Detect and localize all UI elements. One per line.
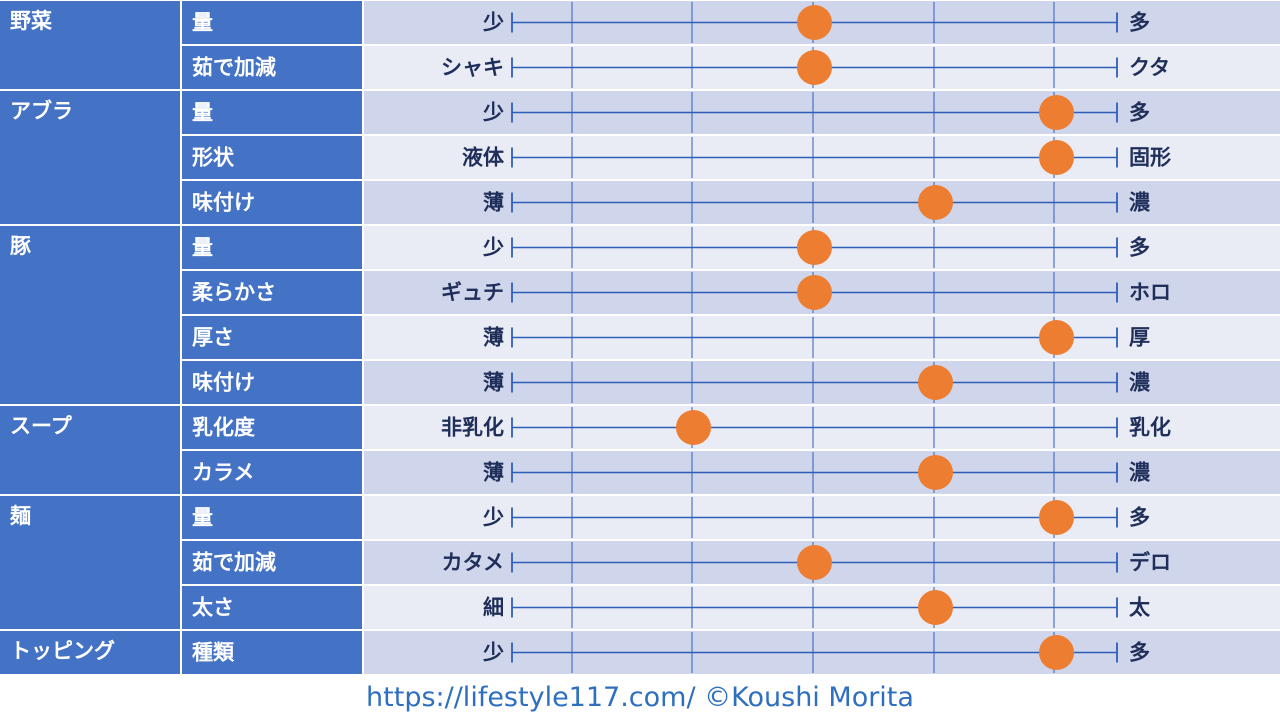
row-label-cell	[182, 586, 362, 629]
row-label-cell	[182, 631, 362, 674]
scale-left-label: 非乳化	[441, 416, 504, 440]
scale-left-label: 薄	[483, 371, 504, 395]
value-marker	[797, 275, 832, 310]
scale-right-label: 濃	[1129, 461, 1151, 485]
scale-left-label: 薄	[483, 191, 504, 215]
row-label: 柔らかさ	[192, 281, 276, 305]
scale-left-label: 少	[482, 641, 504, 665]
group-label: スープ	[10, 414, 73, 438]
scale-left-label: ギュチ	[441, 281, 504, 305]
scale-right-label: 多	[1129, 101, 1150, 125]
scale-left-label: 少	[482, 101, 504, 125]
scale-left-label: 少	[482, 236, 504, 260]
row-label: 茹で加減	[192, 56, 276, 80]
row-label: 味付け	[192, 371, 255, 395]
row-label: 乳化度	[192, 416, 255, 440]
scale-right-label: 太	[1129, 596, 1151, 620]
scale-right-label: ホロ	[1129, 281, 1171, 305]
scale-right-label: 濃	[1129, 371, 1151, 395]
value-marker	[918, 590, 953, 625]
row-label: 量	[192, 101, 213, 125]
scale-right-label: 乳化	[1129, 416, 1171, 440]
scale-left-label: 薄	[483, 326, 504, 350]
scale-right-label: 濃	[1129, 191, 1151, 215]
value-marker	[797, 5, 832, 40]
value-marker	[1039, 320, 1074, 355]
row-label-cell	[182, 1, 362, 44]
value-marker	[797, 50, 832, 85]
group-label: トッピング	[10, 639, 115, 663]
value-marker	[1039, 140, 1074, 175]
row-label: 量	[192, 506, 213, 530]
group-label: アブラ	[10, 99, 73, 123]
row-label: カラメ	[192, 461, 254, 485]
value-marker	[918, 365, 953, 400]
group-label: 豚	[10, 234, 31, 258]
row-label-cell	[182, 361, 362, 404]
scale-left-label: 薄	[483, 461, 504, 485]
row-label-cell	[182, 136, 362, 179]
row-label-cell	[182, 46, 362, 89]
row-label-cell	[182, 541, 362, 584]
row-label: 種類	[192, 641, 235, 665]
group-label: 麺	[9, 504, 31, 528]
row-label: 味付け	[192, 191, 255, 215]
scale-right-label: 厚	[1129, 326, 1150, 350]
value-marker	[676, 410, 711, 445]
row-label-cell	[182, 451, 362, 494]
value-marker	[797, 230, 832, 265]
row-label-cell	[182, 181, 362, 224]
scale-right-label: 多	[1129, 236, 1150, 260]
value-marker	[918, 185, 953, 220]
row-label-cell	[182, 496, 362, 539]
value-marker	[1039, 500, 1074, 535]
row-label-cell	[182, 406, 362, 449]
scale-right-label: 固形	[1129, 146, 1171, 170]
scale-right-label: 多	[1129, 11, 1150, 35]
group-cell	[0, 406, 180, 494]
scale-left-label: シャキ	[441, 56, 504, 80]
row-label-cell	[182, 226, 362, 269]
group-cell	[0, 1, 180, 89]
group-cell	[0, 496, 180, 629]
scale-left-label: 液体	[462, 146, 505, 170]
row-label: 形状	[192, 146, 235, 170]
row-label: 太さ	[192, 596, 234, 620]
taste-scale-chart: 野菜量少多茹で加減 シャキ クタアブラ量少多形状 液体 固形味付け薄濃豚量少多柔らかさギ…	[0, 1, 1280, 674]
row-label: 量	[192, 11, 213, 35]
row-label-cell	[182, 91, 362, 134]
group-cell	[0, 91, 180, 224]
row-label-cell	[182, 316, 362, 359]
scale-right-label: デロ	[1129, 551, 1171, 575]
scale-left-label: 細	[483, 596, 504, 620]
value-marker	[1039, 635, 1074, 670]
scale-right-label: 多	[1129, 506, 1150, 530]
row-label-cell	[182, 271, 362, 314]
row-label: 厚さ	[192, 326, 234, 350]
scale-left-label: 少	[482, 506, 504, 530]
scale-right-label: クタ	[1129, 56, 1170, 80]
scale-right-label: 多	[1129, 641, 1150, 665]
value-marker	[918, 455, 953, 490]
scale-left-label: カタメ	[442, 551, 504, 575]
row-label: 茹で加減	[192, 551, 276, 575]
row-label: 量	[192, 236, 213, 260]
group-label: 野菜	[10, 9, 52, 33]
footer-credit: https://lifestyle117.com/ ©Koushi Morita	[366, 682, 914, 713]
scale-left-label: 少	[482, 11, 504, 35]
value-marker	[797, 545, 832, 580]
group-cell	[0, 631, 180, 674]
value-marker	[1039, 95, 1074, 130]
group-cell	[0, 226, 180, 404]
